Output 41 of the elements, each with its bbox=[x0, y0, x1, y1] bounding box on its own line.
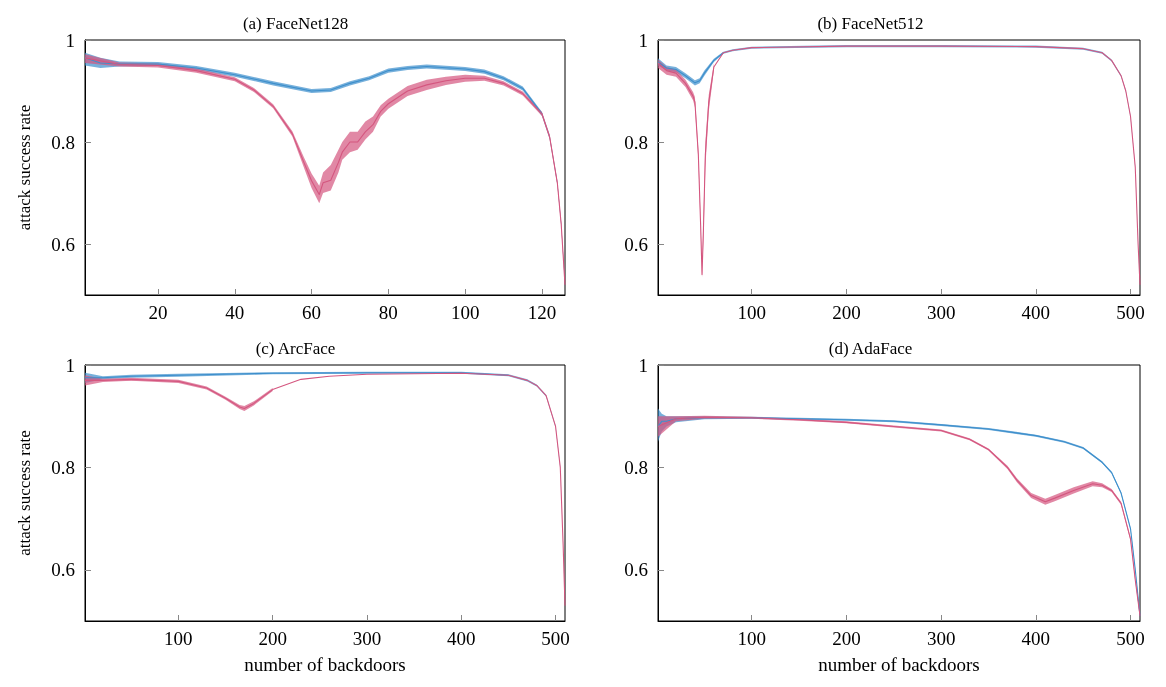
y-tick-label: 1 bbox=[65, 29, 75, 51]
x-tick-label: 80 bbox=[378, 302, 398, 323]
chart-title: (c) ArcFace bbox=[255, 339, 336, 358]
x-tick-label: 200 bbox=[832, 628, 861, 649]
x-tick-label: 120 bbox=[527, 302, 557, 323]
chart-title: (d) AdaFace bbox=[828, 339, 913, 358]
x-tick-label: 200 bbox=[258, 628, 287, 649]
x-tick-label: 20 bbox=[148, 302, 168, 323]
y-tick-label: 0.6 bbox=[51, 233, 75, 255]
y-axis-title: attack success rate bbox=[15, 104, 34, 231]
x-tick-label: 300 bbox=[926, 302, 956, 323]
x-tick-label: 200 bbox=[832, 302, 861, 323]
x-tick-label: 400 bbox=[1021, 302, 1051, 323]
y-tick-label: 1 bbox=[638, 354, 648, 376]
y-tick-label: 0.6 bbox=[624, 559, 648, 581]
chart-title: (b) FaceNet512 bbox=[817, 14, 924, 33]
y-tick-label: 1 bbox=[638, 29, 648, 51]
x-tick-label: 100 bbox=[450, 302, 480, 323]
y-tick-label: 0.6 bbox=[51, 559, 75, 581]
x-tick-label: 500 bbox=[1116, 302, 1145, 323]
x-tick-label: 400 bbox=[1021, 628, 1051, 649]
x-tick-label: 500 bbox=[1116, 628, 1145, 649]
x-tick-label: 100 bbox=[164, 628, 193, 649]
x-axis-title: number of backdoors bbox=[818, 654, 980, 675]
x-tick-label: 300 bbox=[352, 628, 382, 649]
y-tick-label: 0.8 bbox=[51, 131, 75, 153]
chart-title: (a) FaceNet128 bbox=[242, 14, 349, 33]
x-tick-label: 100 bbox=[737, 302, 766, 323]
y-tick-label: 0.6 bbox=[624, 233, 648, 255]
x-tick-label: 500 bbox=[541, 628, 570, 649]
x-tick-label: 100 bbox=[737, 628, 766, 649]
y-tick-label: 0.8 bbox=[51, 456, 75, 478]
y-axis-title: attack success rate bbox=[15, 430, 34, 556]
x-tick-label: 60 bbox=[302, 302, 322, 323]
y-tick-label: 0.8 bbox=[624, 131, 648, 153]
y-tick-label: 1 bbox=[65, 354, 75, 376]
x-tick-label: 300 bbox=[926, 628, 956, 649]
x-tick-label: 400 bbox=[447, 628, 476, 649]
y-tick-label: 0.8 bbox=[624, 456, 648, 478]
x-axis-title: number of backdoors bbox=[244, 654, 406, 675]
x-tick-label: 40 bbox=[225, 302, 245, 323]
